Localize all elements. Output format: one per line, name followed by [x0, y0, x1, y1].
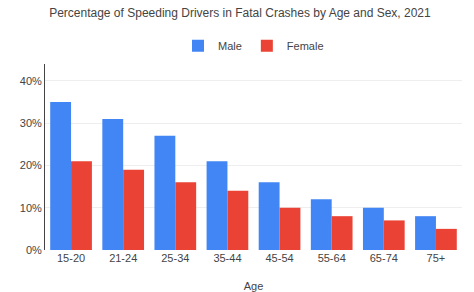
svg-text:65-74: 65-74: [370, 252, 398, 264]
svg-text:15-20: 15-20: [57, 252, 85, 264]
svg-text:Female: Female: [287, 40, 324, 52]
svg-text:Male: Male: [218, 40, 242, 52]
svg-text:Percentage of Speeding Drivers: Percentage of Speeding Drivers in Fatal …: [49, 6, 431, 20]
svg-text:25-34: 25-34: [161, 252, 189, 264]
svg-text:30%: 30%: [20, 117, 42, 129]
svg-text:40%: 40%: [20, 75, 42, 87]
svg-text:75+: 75+: [427, 252, 446, 264]
svg-text:45-54: 45-54: [265, 252, 293, 264]
svg-text:20%: 20%: [20, 159, 42, 171]
svg-text:10%: 10%: [20, 202, 42, 214]
svg-text:0%: 0%: [26, 244, 42, 256]
svg-text:35-44: 35-44: [213, 252, 241, 264]
svg-text:Age: Age: [244, 280, 264, 292]
svg-text:55-64: 55-64: [318, 252, 346, 264]
svg-text:21-24: 21-24: [109, 252, 137, 264]
